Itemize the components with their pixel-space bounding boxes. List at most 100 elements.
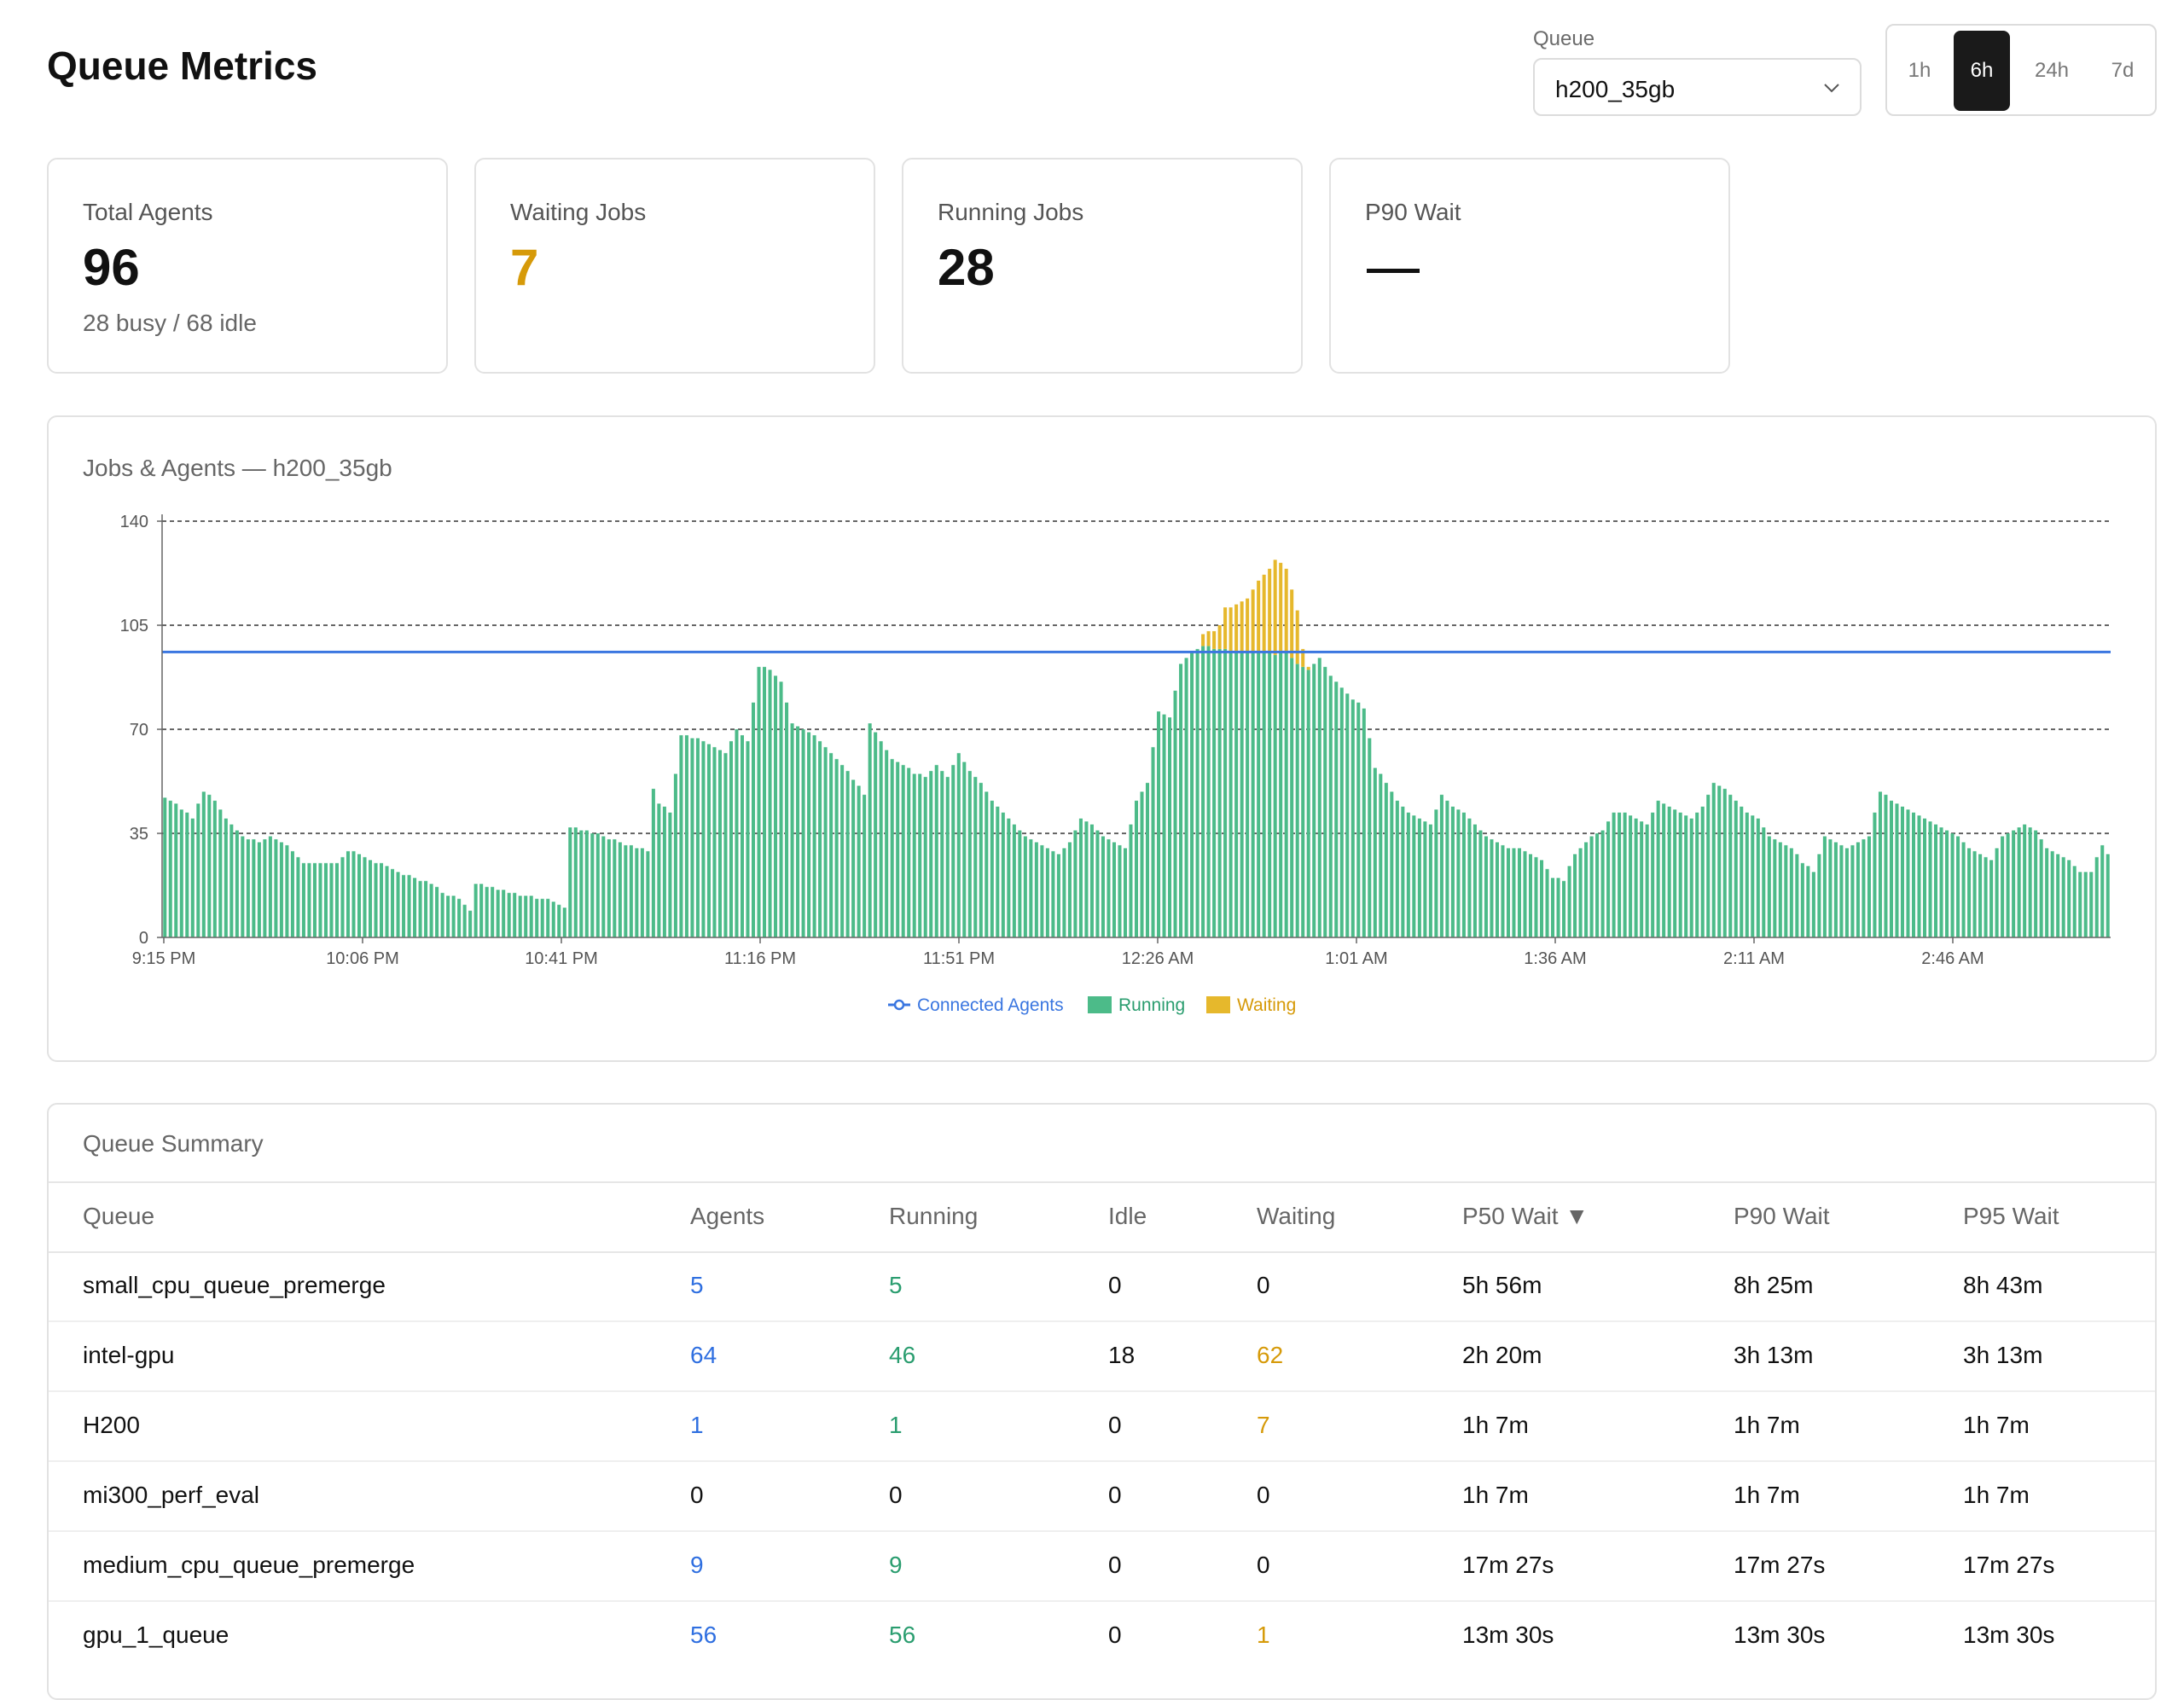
running-bar (1401, 806, 1405, 937)
column-header-waiting[interactable]: Waiting (1257, 1203, 1336, 1229)
queue-label: Queue (1533, 27, 1595, 50)
running-bar (413, 878, 417, 937)
running-bar (163, 798, 167, 937)
legend-label-waiting: Waiting (1237, 995, 1296, 1015)
x-tick-label: 11:51 PM (923, 949, 995, 968)
running-bar (945, 776, 950, 937)
running-bar (351, 850, 356, 937)
column-header-p95-wait[interactable]: P95 Wait (1963, 1203, 2059, 1229)
table-row[interactable]: small_cpu_queue_premerge 5 5 0 0 5h 56m 8h 25m… (49, 1251, 2155, 1321)
table-row[interactable]: intel-gpu 64 46 18 62 2h 20m 3h 13m 3h 13m (49, 1321, 2155, 1391)
queue-summary-card: Queue Summary Queue Agents Running Idle … (47, 1103, 2157, 1700)
running-bar (1395, 800, 1399, 937)
column-header-idle[interactable]: Idle (1108, 1203, 1147, 1229)
waiting-bar (1212, 630, 1217, 649)
running-bar (301, 862, 305, 937)
running-bar (640, 848, 644, 937)
waiting-bar (1301, 648, 1305, 667)
running-bar (391, 868, 395, 937)
running-bar (1001, 812, 1005, 937)
range-button-6h[interactable]: 6h (1954, 31, 2010, 111)
running-bar (1412, 815, 1416, 937)
running-bar (1212, 648, 1217, 937)
column-header-p50-wait[interactable]: P50 Wait ▼ (1462, 1203, 1589, 1229)
running-bar (1512, 848, 1516, 937)
running-bar (1762, 827, 1766, 937)
table-title: Queue Summary (83, 1130, 264, 1157)
running-bar (668, 812, 672, 937)
running-bar (290, 850, 294, 937)
running-bar (1889, 800, 1893, 937)
running-bar (1811, 872, 1815, 937)
x-tick-label: 10:06 PM (326, 949, 399, 968)
table-row[interactable]: mi300_perf_eval 0 0 0 0 1h 7m 1h 7m 1h 7m (49, 1461, 2155, 1531)
queue-select[interactable]: h200_35gb (1533, 58, 1862, 116)
running-bar (1461, 812, 1466, 937)
column-header-running[interactable]: Running (889, 1203, 979, 1229)
table-row[interactable]: H200 1 1 0 7 1h 7m 1h 7m 1h 7m (49, 1391, 2155, 1461)
column-header-agents[interactable]: Agents (690, 1203, 765, 1229)
running-bar (252, 838, 256, 937)
range-button-1h[interactable]: 1h (1908, 59, 1931, 82)
table-cell: 7 (1257, 1412, 1270, 1438)
running-bar (768, 670, 772, 937)
running-bar (1900, 806, 1904, 937)
table-cell: 5 (690, 1272, 704, 1298)
running-bar (374, 862, 378, 937)
running-bar (1029, 838, 1033, 937)
running-bar (2078, 872, 2082, 937)
table-row[interactable]: medium_cpu_queue_premerge 9 9 0 0 17m 27s 17m … (49, 1531, 2155, 1601)
running-bar (1234, 652, 1239, 937)
running-bar (340, 856, 345, 937)
running-bar (1978, 854, 1983, 937)
y-tick-label: 140 (120, 513, 148, 531)
running-bar (1423, 821, 1427, 937)
range-button-24h[interactable]: 24h (2034, 59, 2070, 82)
running-bar (1645, 824, 1649, 937)
running-bar (812, 734, 816, 937)
table-row[interactable]: gpu_1_queue 56 56 0 1 13m 30s 13m 30s 13m 30s (49, 1601, 2155, 1671)
column-header-p90-wait[interactable]: P90 Wait (1734, 1203, 1830, 1229)
column-header-queue[interactable]: Queue (83, 1203, 155, 1229)
running-bar (885, 750, 889, 937)
running-bar (1084, 821, 1089, 937)
legend-running-swatch (1088, 996, 1112, 1013)
running-bar (2050, 850, 2054, 937)
running-bar (1323, 666, 1327, 937)
table-divider (49, 1320, 2155, 1322)
running-bar (1989, 860, 1994, 937)
running-bar (1334, 682, 1339, 937)
running-bar (1045, 848, 1049, 937)
table-divider (49, 1251, 2155, 1253)
running-bar (518, 896, 522, 937)
running-bar (1095, 830, 1100, 937)
running-bar (435, 886, 439, 937)
running-bar (2083, 872, 2088, 937)
running-bar (2012, 830, 2016, 937)
running-bar (1867, 836, 1871, 937)
running-bar (2061, 856, 2065, 937)
running-bar (1328, 676, 1333, 937)
table-cell: 1h 7m (1734, 1412, 1800, 1438)
running-bar (212, 800, 217, 937)
waiting-bar (1306, 666, 1310, 670)
table-cell: mi300_perf_eval (83, 1482, 260, 1508)
running-bar (1439, 794, 1443, 937)
running-bar (662, 806, 666, 937)
running-bar (1862, 838, 1866, 937)
running-bar (1290, 658, 1294, 937)
running-bar (1967, 848, 1972, 937)
x-tick-label: 9:15 PM (132, 949, 195, 968)
running-bar (2034, 830, 2038, 937)
waiting-bar (1279, 562, 1283, 653)
running-bar (1040, 844, 1044, 937)
range-button-7d[interactable]: 7d (2111, 59, 2135, 82)
y-tick-label: 105 (120, 617, 148, 635)
running-bar (1734, 800, 1738, 937)
table-cell: 0 (1257, 1552, 1270, 1578)
running-bar (1373, 768, 1377, 937)
running-bar (1012, 824, 1016, 937)
running-bar (196, 804, 200, 937)
running-bar (1279, 652, 1283, 937)
running-bar (1784, 844, 1788, 937)
